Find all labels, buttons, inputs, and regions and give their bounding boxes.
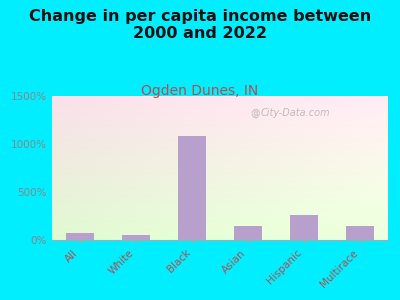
Bar	[346, 226, 374, 240]
Text: @: @	[250, 108, 260, 118]
Bar	[234, 226, 262, 240]
Bar	[290, 215, 318, 240]
Bar	[66, 233, 94, 240]
Text: Ogden Dunes, IN: Ogden Dunes, IN	[141, 84, 259, 98]
Bar	[122, 235, 150, 240]
Text: Change in per capita income between
2000 and 2022: Change in per capita income between 2000…	[29, 9, 371, 41]
Bar	[178, 136, 206, 240]
Text: City-Data.com: City-Data.com	[260, 108, 330, 118]
